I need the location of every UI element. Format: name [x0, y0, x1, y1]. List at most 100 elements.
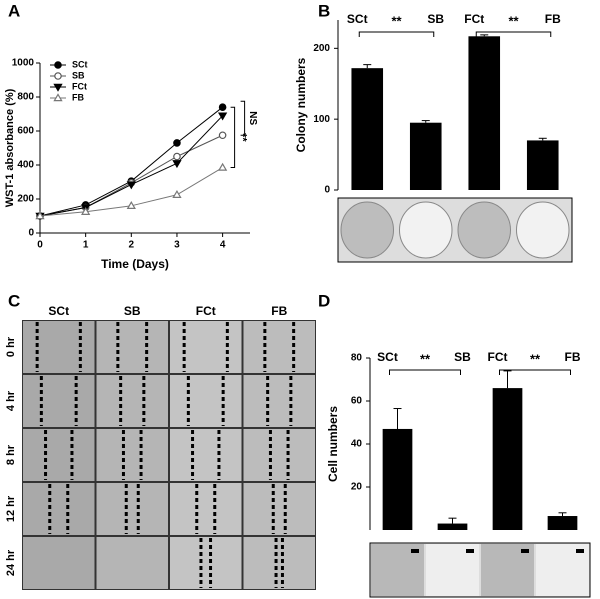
x-tick-label: 4: [220, 240, 226, 251]
row-label: 4 hr: [5, 390, 17, 411]
wound-photo: [169, 428, 243, 482]
wound-photo: [22, 536, 96, 590]
y-tick-label: 0: [28, 228, 34, 239]
category-label: FB: [545, 12, 561, 26]
y-tick-label: 100: [313, 114, 330, 125]
annotation: NS: [247, 111, 258, 125]
x-tick-label: 3: [174, 240, 180, 251]
wound-photo: [95, 536, 169, 590]
row-label: 8 hr: [5, 444, 17, 465]
row-label: 12 hr: [5, 495, 17, 522]
wound-photo: [95, 320, 169, 374]
bracket: [240, 100, 246, 136]
marker: [54, 72, 62, 80]
bracket: [358, 31, 435, 37]
scale-bar: [411, 549, 419, 553]
y-tick-label: 600: [17, 126, 34, 137]
y-tick-label: 200: [17, 194, 34, 205]
marker: [81, 206, 91, 215]
category-label: SB: [454, 350, 471, 364]
scale-bar: [466, 549, 474, 553]
marker: [53, 93, 63, 102]
wound-photo: [242, 374, 316, 428]
bracket: [499, 369, 571, 375]
colony-dish: [399, 201, 453, 259]
wound-photo: [22, 374, 96, 428]
wound-photo: [22, 482, 96, 536]
marker: [54, 61, 62, 69]
bar: [526, 140, 559, 190]
annotation: **: [530, 351, 541, 366]
y-tick-label: 400: [17, 160, 34, 171]
x-tick-label: 1: [83, 240, 89, 251]
category-label: FCt: [464, 12, 484, 26]
bar: [382, 428, 413, 530]
bracket: [389, 369, 461, 375]
wound-photo: [169, 482, 243, 536]
legend-label: FCt: [72, 81, 87, 91]
marker: [53, 83, 63, 92]
x-axis-label: Time (Days): [101, 257, 169, 271]
bracket: [230, 106, 236, 169]
marker: [126, 181, 136, 190]
marker: [126, 201, 136, 209]
marker: [218, 103, 227, 112]
wound-photo: [242, 536, 316, 590]
category-label: FB: [565, 350, 581, 364]
series-line: [39, 106, 223, 217]
bar: [409, 122, 442, 190]
column-label: SB: [124, 304, 141, 318]
bar: [351, 68, 384, 190]
bracket: [475, 31, 552, 37]
bar: [468, 36, 501, 190]
marker: [217, 112, 228, 121]
annotation: **: [391, 13, 402, 28]
wound-photo: [95, 428, 169, 482]
y-axis-label: Cell numbers: [326, 406, 340, 482]
wound-photo: [242, 428, 316, 482]
marker: [218, 131, 227, 140]
x-tick-label: 2: [129, 240, 135, 251]
panel-label: C: [8, 291, 20, 310]
colony-dish: [340, 201, 394, 259]
marker: [173, 139, 181, 147]
scale-bar: [521, 549, 529, 553]
wound-photo: [169, 320, 243, 374]
panel-label: A: [8, 1, 20, 20]
wound-photo: [95, 374, 169, 428]
category-label: SB: [427, 12, 444, 26]
colony-dish: [457, 201, 511, 259]
column-label: FCt: [196, 304, 216, 318]
y-tick-label: 20: [351, 482, 363, 493]
category-label: SCt: [377, 350, 398, 364]
row-label: 24 hr: [5, 549, 17, 576]
wound-photo: [22, 428, 96, 482]
category-label: FCt: [488, 350, 508, 364]
y-tick-label: 40: [351, 439, 363, 450]
bar: [437, 523, 468, 530]
scale-bar: [576, 549, 584, 553]
column-label: SCt: [48, 304, 69, 318]
series-line: [39, 115, 223, 217]
annotation: **: [508, 13, 519, 28]
y-axis-label: WST-1 absorbance (%): [4, 88, 16, 207]
wound-photo: [22, 320, 96, 374]
column-label: FB: [271, 304, 287, 318]
panel-label: D: [318, 291, 330, 310]
wound-photo: [242, 482, 316, 536]
wound-photo: [242, 320, 316, 374]
legend-label: SB: [72, 70, 85, 80]
panel-label: B: [318, 1, 330, 20]
marker: [35, 211, 45, 220]
category-label: SCt: [347, 12, 368, 26]
row-label: 0 hr: [5, 336, 17, 357]
legend-label: FB: [72, 92, 84, 102]
y-tick-label: 0: [324, 185, 330, 196]
bar: [547, 516, 578, 530]
y-tick-label: 60: [351, 396, 363, 407]
marker: [173, 152, 181, 161]
wound-photo: [95, 482, 169, 536]
marker: [172, 160, 182, 169]
y-axis-label: Colony numbers: [294, 57, 308, 152]
